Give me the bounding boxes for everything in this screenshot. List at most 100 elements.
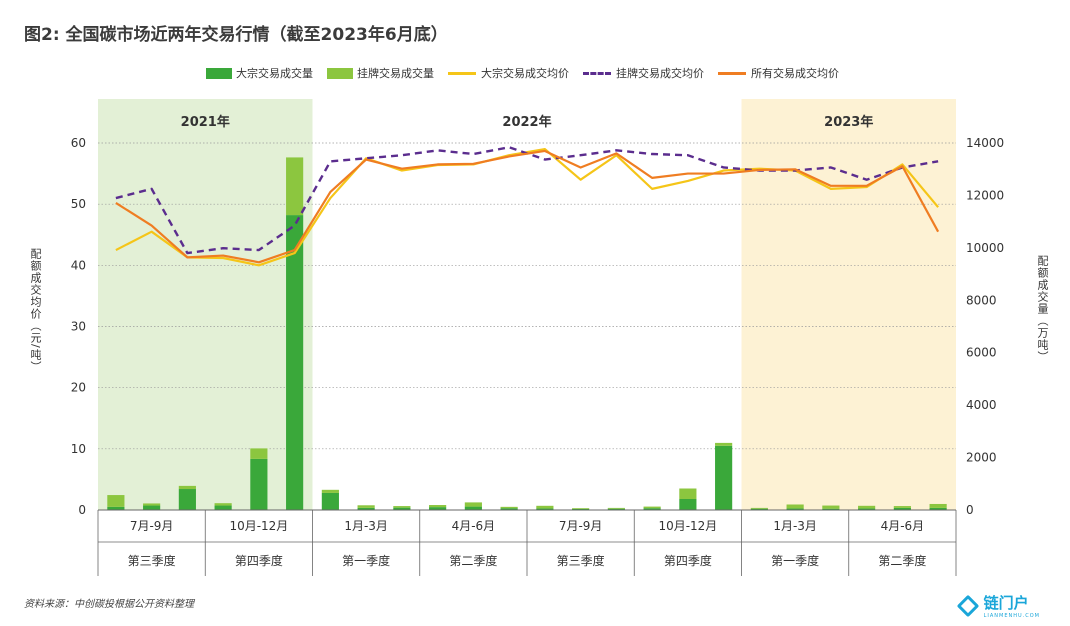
bar-listed bbox=[464, 502, 482, 507]
bar-bulk bbox=[643, 508, 661, 510]
y-right-tick-label: 0 bbox=[966, 503, 974, 517]
legend-label: 挂牌交易成交量 bbox=[357, 67, 434, 80]
x-tick-label: 10月-12月 bbox=[229, 519, 288, 533]
series-line bbox=[115, 149, 940, 264]
bar-bulk bbox=[893, 507, 911, 510]
bar-bulk bbox=[929, 507, 947, 510]
legend-label: 大宗交易成交均价 bbox=[481, 67, 569, 80]
y-right-tick-label: 14000 bbox=[966, 136, 1004, 150]
x-quarter-label: 第二季度 bbox=[449, 553, 497, 568]
chart-canvas: 2021年 2022年 2023年 0 10 20 30 40 50 60 0 2000 4000 600… bbox=[71, 99, 1004, 576]
bar-listed bbox=[536, 505, 554, 509]
bar-listed bbox=[286, 157, 304, 216]
logo-text: 链门户 bbox=[983, 594, 1029, 612]
bar-listed bbox=[143, 503, 161, 506]
y-right-tick-label: 2000 bbox=[966, 451, 997, 465]
bar-bulk bbox=[750, 508, 768, 510]
legend-swatch bbox=[327, 67, 353, 79]
bar-bulk bbox=[536, 508, 554, 510]
x-tick-label: 4月-6月 bbox=[881, 519, 925, 533]
bar-listed bbox=[643, 506, 661, 509]
y-left-axis-title: 配额成交均价（元/吨） bbox=[29, 248, 42, 373]
legend-item: 挂牌交易成交均价 bbox=[583, 65, 704, 81]
brand-logo[interactable]: 链门户 LIANMENHU.COM bbox=[956, 592, 1040, 619]
bar-listed bbox=[893, 506, 911, 508]
x-quarter-label: 第一季度 bbox=[342, 553, 390, 568]
legend-item: 所有交易成交均价 bbox=[718, 65, 839, 81]
bar-listed bbox=[858, 505, 876, 509]
source-note: 资料来源：中创碳投根据公开资料整理 bbox=[24, 599, 194, 610]
x-tick-label: 10月-12月 bbox=[658, 519, 717, 533]
x-tick-label: 1月-3月 bbox=[773, 519, 817, 533]
bar-bulk bbox=[178, 489, 196, 510]
legend-item: 大宗交易成交量 bbox=[206, 65, 313, 81]
y-left-tick-label: 40 bbox=[71, 258, 86, 272]
year-band bbox=[312, 99, 742, 510]
bar-listed bbox=[607, 507, 625, 509]
year-band-label: 2022年 bbox=[502, 114, 551, 130]
x-quarter-label: 第一季度 bbox=[771, 553, 819, 568]
year-band-label: 2023年 bbox=[824, 114, 873, 130]
x-quarter-label: 第二季度 bbox=[878, 553, 926, 568]
bar-listed bbox=[715, 442, 733, 446]
bar-bulk bbox=[286, 215, 304, 510]
y-right-tick-label: 8000 bbox=[966, 293, 997, 307]
bar-listed bbox=[572, 508, 590, 509]
chart-title: 图2: 全国碳市场近两年交易行情（截至2023年6月底） bbox=[24, 25, 448, 45]
legend-swatch bbox=[206, 67, 232, 79]
legend-label: 所有交易成交均价 bbox=[751, 67, 839, 80]
bar-listed bbox=[321, 489, 339, 493]
y-left-tick-label: 60 bbox=[71, 136, 86, 150]
bar-bulk bbox=[464, 506, 482, 510]
logo-icon bbox=[956, 594, 979, 617]
bar-bulk bbox=[572, 508, 590, 510]
y-left-tick-label: 10 bbox=[71, 442, 86, 456]
bar-listed bbox=[822, 505, 840, 509]
x-tick-label: 4月-6月 bbox=[452, 519, 496, 533]
y-left-tick-label: 20 bbox=[71, 381, 86, 395]
legend-label: 挂牌交易成交均价 bbox=[616, 67, 704, 80]
bar-listed bbox=[786, 504, 804, 509]
bar-bulk bbox=[858, 508, 876, 510]
bar-listed bbox=[250, 448, 268, 459]
bar-listed bbox=[178, 485, 196, 490]
bar-bulk bbox=[107, 506, 125, 510]
legend-swatch bbox=[448, 71, 476, 75]
y-right-tick-label: 10000 bbox=[966, 241, 1004, 255]
bar-listed bbox=[107, 495, 125, 507]
legend-swatch bbox=[718, 71, 746, 75]
bar-listed bbox=[679, 488, 697, 499]
legend-item: 挂牌交易成交量 bbox=[327, 65, 434, 81]
legend-label: 大宗交易成交量 bbox=[236, 67, 313, 80]
y-left-tick-label: 30 bbox=[71, 320, 86, 334]
bar-listed bbox=[750, 507, 768, 509]
logo-subtext: LIANMENHU.COM bbox=[983, 613, 1040, 619]
y-right-axis-title: 配额成交量（万吨） bbox=[1036, 255, 1049, 363]
bar-bulk bbox=[321, 492, 339, 510]
x-tick-label: 7月-9月 bbox=[559, 519, 603, 533]
y-right-tick-label: 12000 bbox=[966, 188, 1004, 202]
bar-bulk bbox=[786, 508, 804, 510]
x-quarter-label: 第四季度 bbox=[664, 553, 712, 568]
bar-listed bbox=[357, 505, 375, 508]
bar-bulk bbox=[822, 508, 840, 510]
year-band bbox=[98, 99, 313, 510]
y-right-tick-label: 4000 bbox=[966, 398, 997, 412]
x-quarter-label: 第三季度 bbox=[557, 553, 605, 568]
bar-bulk bbox=[715, 445, 733, 510]
bar-listed bbox=[929, 503, 947, 508]
x-tick-label: 1月-3月 bbox=[344, 519, 388, 533]
bar-bulk bbox=[393, 507, 411, 510]
bar-bulk bbox=[250, 458, 268, 510]
x-tick-label: 7月-9月 bbox=[130, 519, 174, 533]
bar-bulk bbox=[607, 508, 625, 510]
bar-listed bbox=[214, 503, 232, 506]
bar-listed bbox=[429, 505, 447, 508]
bar-bulk bbox=[500, 508, 518, 510]
x-quarter-label: 第三季度 bbox=[128, 553, 176, 568]
bar-bulk bbox=[429, 507, 447, 510]
bar-listed bbox=[500, 506, 518, 509]
year-band-label: 2021年 bbox=[181, 114, 230, 130]
bar-bulk bbox=[214, 505, 232, 510]
bar-listed bbox=[393, 506, 411, 508]
